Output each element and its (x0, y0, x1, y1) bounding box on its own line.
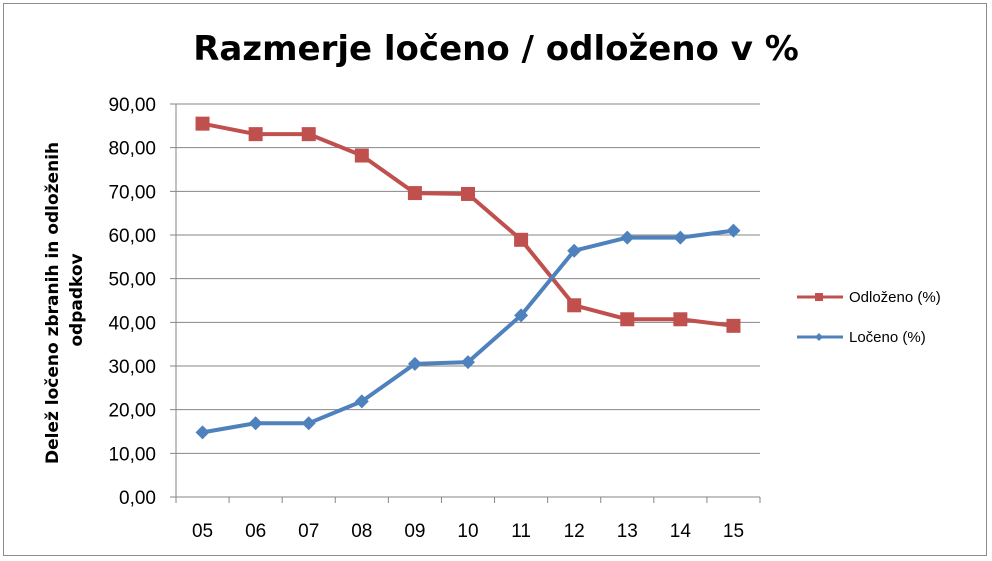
data-point (248, 127, 263, 142)
legend-marker (815, 333, 823, 341)
series-line (202, 121, 734, 328)
gridlines (170, 103, 760, 498)
data-point (301, 416, 316, 431)
series-2 (195, 223, 741, 440)
legend-marker (815, 293, 823, 301)
x-tick-labels: 05 06 07 08 09 10 11 12 13 14 15 (175, 497, 761, 542)
x-tick-label: 08 (351, 521, 372, 542)
y-tick-label: 40,00 (108, 313, 156, 334)
data-point (301, 127, 316, 142)
data-point (195, 116, 210, 131)
y-tick-label: 60,00 (108, 226, 156, 247)
x-tick-label: 05 (192, 521, 213, 542)
x-tick-label: 09 (404, 521, 425, 542)
data-point (461, 355, 475, 370)
data-point (673, 312, 688, 327)
data-point (726, 223, 741, 238)
y-tick-label: 50,00 (108, 270, 156, 291)
series-1 (195, 116, 741, 333)
data-point (620, 230, 635, 245)
data-point (567, 243, 582, 258)
x-tick-label: 13 (617, 521, 638, 542)
y-tick-label: 30,00 (108, 357, 156, 378)
y-tick-label: 80,00 (108, 139, 156, 160)
x-tick-label: 14 (670, 521, 692, 542)
data-point (726, 318, 741, 333)
legend: Odloženo (%) Ločeno (%) (797, 289, 941, 346)
data-point (354, 394, 369, 409)
data-point (620, 312, 635, 327)
y-tick-label: 0,00 (119, 488, 156, 509)
x-tick-label: 15 (723, 521, 744, 542)
data-point (514, 308, 529, 323)
y-tick-label: 90,00 (108, 95, 156, 116)
y-tick-label: 70,00 (108, 182, 156, 203)
y-axis-label: Delež ločeno zbranih in odloženih odpadk… (43, 136, 87, 464)
data-point (567, 298, 582, 313)
legend-label: Ločeno (%) (849, 329, 926, 346)
data-point (407, 356, 422, 371)
data-point (407, 186, 422, 201)
data-point (248, 416, 263, 431)
chart-frame (3, 3, 987, 556)
x-tick-label: 07 (298, 521, 319, 542)
data-point (514, 232, 529, 247)
data-point (354, 148, 369, 163)
x-tick-label: 12 (564, 521, 585, 542)
y-tick-label: 10,00 (108, 444, 156, 465)
data-point (461, 186, 475, 201)
legend-label: Odloženo (%) (849, 289, 941, 306)
x-tick-label: 06 (245, 521, 266, 542)
data-point (195, 425, 210, 440)
y-tick-labels: 0,00 10,00 20,00 30,00 40,00 50,00 60,00 70,00 8… (108, 95, 156, 509)
chart-title: Razmerje ločeno / odloženo v % (193, 29, 799, 69)
x-tick-label: 10 (457, 521, 478, 542)
series-line (202, 228, 734, 435)
data-point (673, 230, 688, 245)
y-axis-label-line-2: odpadkov (67, 253, 87, 346)
y-tick-label: 20,00 (108, 401, 156, 422)
series-layer (195, 116, 741, 440)
legend-item: Odloženo (%) (797, 289, 941, 306)
legend-item: Ločeno (%) (797, 329, 926, 346)
y-axis-label-line-1: Delež ločeno zbranih in odloženih (43, 142, 63, 464)
x-tick-label: 11 (511, 521, 531, 542)
